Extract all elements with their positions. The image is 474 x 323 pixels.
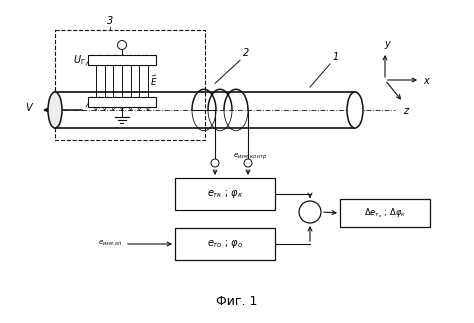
Bar (88, 55, 156, 65)
Bar (88, 97, 156, 107)
Bar (55, 30, 205, 140)
Bar (340, 199, 430, 227)
Ellipse shape (48, 92, 62, 128)
Text: 2: 2 (243, 48, 249, 58)
Circle shape (211, 159, 219, 167)
Text: V: V (26, 103, 32, 113)
Text: $\Delta e_{\mathit{т}_{\mathit{к}}}$ ; $\Delta\varphi_{\mathit{к}}$: $\Delta e_{\mathit{т}_{\mathit{к}}}$ ; $… (364, 206, 406, 220)
Text: x: x (423, 76, 429, 86)
Text: $-$: $-$ (304, 206, 316, 220)
Circle shape (299, 201, 321, 223)
Bar (175, 228, 275, 260)
Text: $e_{\mathit{то}}$ ; $\varphi_{\mathit{о}}$: $e_{\mathit{то}}$ ; $\varphi_{\mathit{о}… (207, 238, 243, 250)
Text: 1: 1 (333, 52, 339, 62)
Ellipse shape (347, 92, 363, 128)
Circle shape (118, 40, 127, 49)
Text: $e_{\mathit{изм.оп}}$: $e_{\mathit{изм.оп}}$ (98, 238, 123, 248)
Text: Фиг. 1: Фиг. 1 (216, 295, 258, 308)
Text: $e_{\mathit{тк}}$ ; $\varphi_{\mathit{к}}$: $e_{\mathit{тк}}$ ; $\varphi_{\mathit{к}… (207, 188, 243, 200)
Text: z: z (403, 106, 409, 116)
Circle shape (244, 159, 252, 167)
Text: y: y (384, 39, 390, 49)
Text: $e_{\mathit{изм.контр}}$: $e_{\mathit{изм.контр}}$ (233, 151, 267, 162)
Text: 3: 3 (107, 16, 113, 26)
Text: $U_{\Gamma}$: $U_{\Gamma}$ (73, 53, 86, 67)
Bar (175, 178, 275, 210)
Text: $\vec{E}$: $\vec{E}$ (150, 74, 158, 88)
